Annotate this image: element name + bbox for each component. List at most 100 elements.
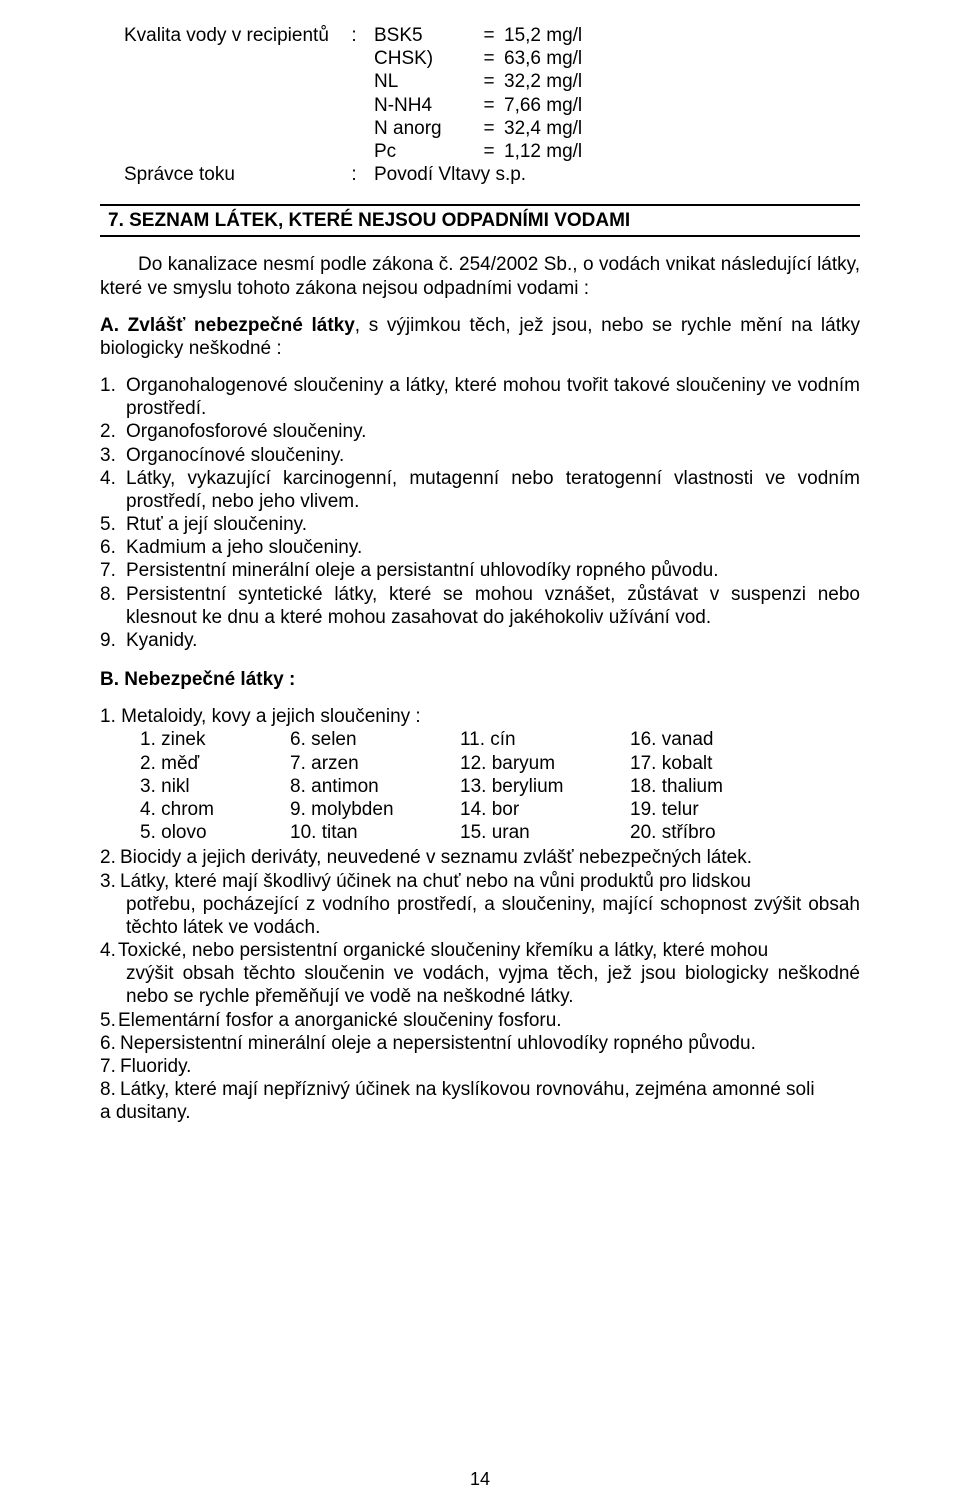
list-continuation: zvýšit obsah těchto sloučenin ve vodách,…	[100, 962, 860, 1008]
list-text: Nepersistentní minerální oleje a nepersi…	[120, 1032, 860, 1055]
kv-row: N-NH4 = 7,66 mg/l	[100, 94, 860, 117]
list-num: 2.	[100, 420, 126, 443]
list-item: 9.Kyanidy.	[100, 629, 860, 652]
list-item: 3.Organocínové sloučeniny.	[100, 444, 860, 467]
list-text: Látky, které mají nepříznivý účinek na k…	[120, 1078, 860, 1101]
cell: 9. molybden	[290, 798, 460, 821]
cell: 16. vanad	[630, 728, 780, 751]
list-num: 6.	[100, 1032, 120, 1055]
page-number: 14	[0, 1469, 960, 1491]
list-num: 8.	[100, 583, 126, 629]
kv-eq: =	[474, 24, 504, 47]
list-num: 9.	[100, 629, 126, 652]
list-text: Rtuť a její sloučeniny.	[126, 513, 860, 536]
kv-val: 15,2 mg/l	[504, 24, 644, 47]
list-item: 8.Látky, které mají nepříznivý účinek na…	[100, 1078, 860, 1101]
metals-table: 1. zinek 6. selen 11. cín 16. vanad 2. m…	[140, 728, 860, 844]
kv-colon: :	[334, 163, 374, 186]
b1-line: 1. Metaloidy, kovy a jejich sloučeniny :	[100, 705, 860, 728]
kv-label: Kvalita vody v recipientů	[100, 24, 334, 47]
list-num: 6.	[100, 536, 126, 559]
cell: 18. thalium	[630, 775, 780, 798]
kv-val: 1,12 mg/l	[504, 140, 644, 163]
cell: 11. cín	[460, 728, 630, 751]
list-a: 1.Organohalogenové sloučeniny a látky, k…	[100, 374, 860, 652]
list-text: Látky, vykazující karcinogenní, mutagenn…	[126, 467, 860, 513]
cell: 13. berylium	[460, 775, 630, 798]
table-row: 2. měď 7. arzen 12. baryum 17. kobalt	[140, 752, 860, 775]
subheading-b: B. Nebezpečné látky :	[100, 668, 860, 691]
list-text: Látky, které mají škodlivý účinek na chu…	[120, 870, 860, 893]
kv-param: N anorg	[374, 117, 474, 140]
list-item: 8.Persistentní syntetické látky, které s…	[100, 583, 860, 629]
list-item: 2.Organofosforové sloučeniny.	[100, 420, 860, 443]
cell: 12. baryum	[460, 752, 630, 775]
list-continuation: potřebu, pocházející z vodního prostředí…	[100, 893, 860, 939]
list-text: Kyanidy.	[126, 629, 860, 652]
kv-colon: :	[334, 24, 374, 47]
kv-val: Povodí Vltavy s.p.	[374, 163, 644, 186]
cell: 2. měď	[140, 752, 290, 775]
kv-eq: =	[474, 94, 504, 117]
list-item: 5.Rtuť a její sloučeniny.	[100, 513, 860, 536]
list-text: Organohalogenové sloučeniny a látky, kte…	[126, 374, 860, 420]
cell: 7. arzen	[290, 752, 460, 775]
list-text: Toxické, nebo persistentní organické slo…	[118, 939, 860, 962]
list-num: 4.	[100, 939, 118, 962]
table-row: 5. olovo 10. titan 15. uran 20. stříbro	[140, 821, 860, 844]
kv-eq: =	[474, 140, 504, 163]
list-item: 7.Persistentní minerální oleje a persist…	[100, 559, 860, 582]
list-num: 7.	[100, 559, 126, 582]
list-num: 5.	[100, 513, 126, 536]
kv-val: 32,4 mg/l	[504, 117, 644, 140]
kv-eq: =	[474, 70, 504, 93]
list-item: 4.Toxické, nebo persistentní organické s…	[100, 939, 860, 962]
kv-empty	[334, 47, 374, 70]
cell: 15. uran	[460, 821, 630, 844]
cell: 10. titan	[290, 821, 460, 844]
cell: 3. nikl	[140, 775, 290, 798]
kv-param: Pc	[374, 140, 474, 163]
paragraph-intro: Do kanalizace nesmí podle zákona č. 254/…	[100, 253, 860, 299]
cell: 14. bor	[460, 798, 630, 821]
cell: 19. telur	[630, 798, 780, 821]
cell: 8. antimon	[290, 775, 460, 798]
list-item: 1.Organohalogenové sloučeniny a látky, k…	[100, 374, 860, 420]
list-text: Biocidy a jejich deriváty, neuvedené v s…	[120, 846, 860, 869]
table-row: 4. chrom 9. molybden 14. bor 19. telur	[140, 798, 860, 821]
list-text: Organocínové sloučeniny.	[126, 444, 860, 467]
cell: 4. chrom	[140, 798, 290, 821]
notes-list: 2.Biocidy a jejich deriváty, neuvedené v…	[100, 846, 860, 1124]
list-text: Organofosforové sloučeniny.	[126, 420, 860, 443]
kv-param: N-NH4	[374, 94, 474, 117]
list-text: Persistentní syntetické látky, které se …	[126, 583, 860, 629]
list-item: 6.Kadmium a jeho sloučeniny.	[100, 536, 860, 559]
cell: 1. zinek	[140, 728, 290, 751]
list-num: 4.	[100, 467, 126, 513]
list-text: Kadmium a jeho sloučeniny.	[126, 536, 860, 559]
list-num: 3.	[100, 870, 120, 893]
quality-table: Kvalita vody v recipientů : BSK5 = 15,2 …	[100, 24, 860, 186]
kv-eq: =	[474, 47, 504, 70]
kv-row: Kvalita vody v recipientů : BSK5 = 15,2 …	[100, 24, 860, 47]
paragraph-a-intro: A. Zvlášť nebezpečné látky, s výjimkou t…	[100, 314, 860, 360]
kv-eq: =	[474, 117, 504, 140]
kv-val: 7,66 mg/l	[504, 94, 644, 117]
kv-param: CHSK)	[374, 47, 474, 70]
list-num: 8.	[100, 1078, 120, 1101]
list-text: Elementární fosfor a anorganické sloučen…	[118, 1009, 860, 1032]
kv-row: Správce toku : Povodí Vltavy s.p.	[100, 163, 860, 186]
table-row: 1. zinek 6. selen 11. cín 16. vanad	[140, 728, 860, 751]
kv-row: NL = 32,2 mg/l	[100, 70, 860, 93]
list-text: Fluoridy.	[120, 1055, 860, 1078]
document-page: Kvalita vody v recipientů : BSK5 = 15,2 …	[0, 0, 960, 1509]
list-item: 6.Nepersistentní minerální oleje a neper…	[100, 1032, 860, 1055]
list-continuation: a dusitany.	[100, 1101, 860, 1124]
section-heading: 7. SEZNAM LÁTEK, KTERÉ NEJSOU ODPADNÍMI …	[100, 204, 860, 237]
list-num: 2.	[100, 846, 120, 869]
kv-row: Pc = 1,12 mg/l	[100, 140, 860, 163]
kv-row: CHSK) = 63,6 mg/l	[100, 47, 860, 70]
kv-val: 32,2 mg/l	[504, 70, 644, 93]
kv-param: NL	[374, 70, 474, 93]
kv-label: Správce toku	[100, 163, 334, 186]
